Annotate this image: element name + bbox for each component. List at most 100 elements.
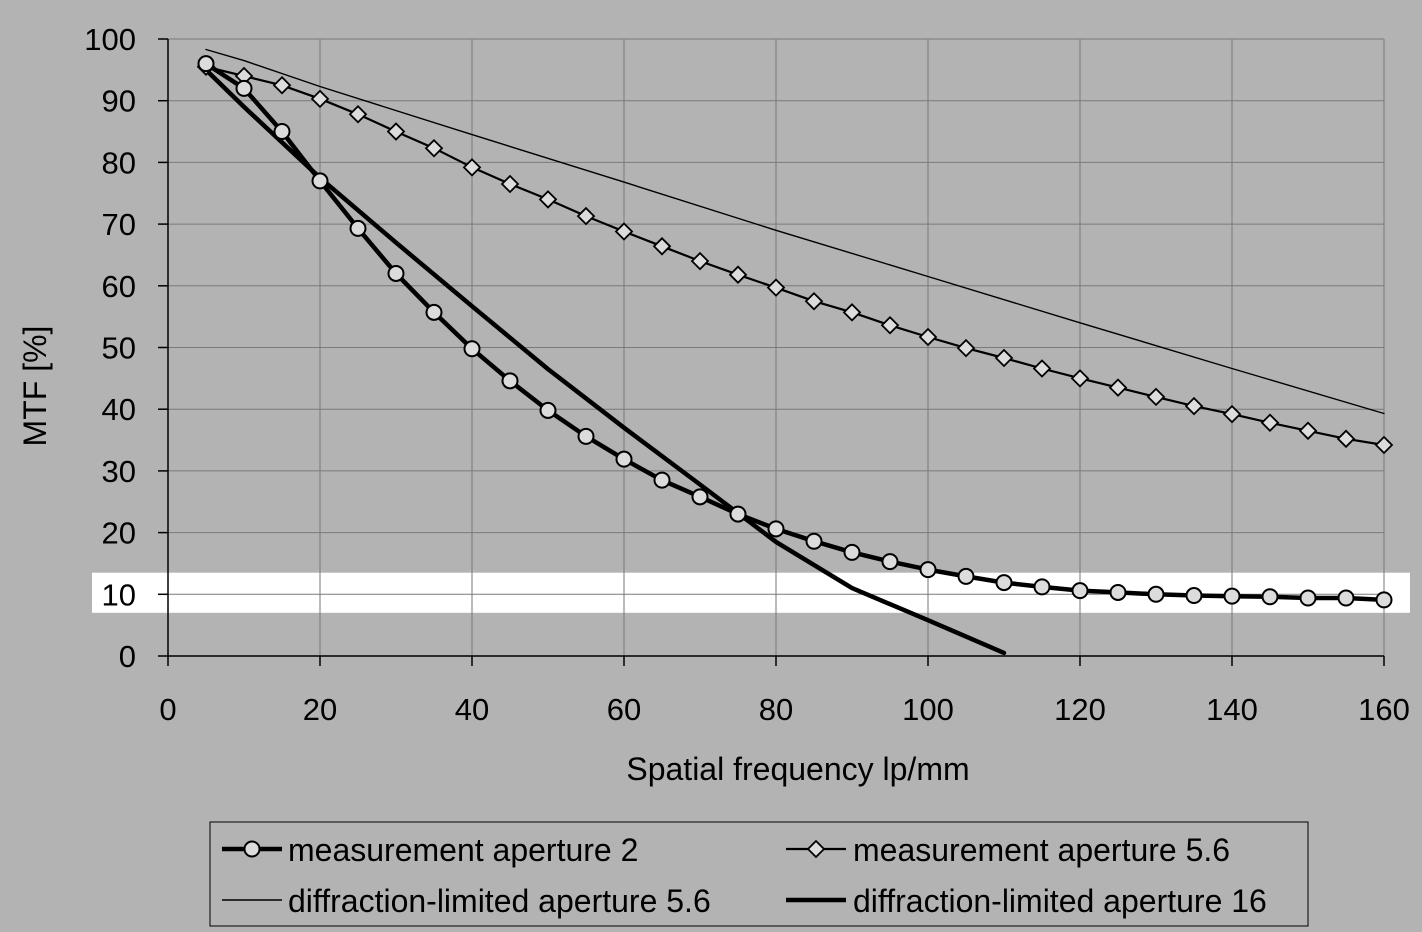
marker-diamond — [576, 206, 596, 226]
legend-label-aperture-5-6: measurement aperture 5.6 — [853, 832, 1230, 868]
marker-diamond — [310, 89, 330, 109]
y-tick-label: 50 — [102, 331, 136, 366]
marker-circle — [1071, 582, 1089, 600]
legend-label-aperture-2: measurement aperture 2 — [288, 832, 638, 868]
marker-circle — [691, 488, 709, 506]
marker-circle — [349, 219, 367, 237]
marker-circle — [1261, 588, 1279, 606]
x-tick-label: 0 — [159, 692, 176, 727]
marker-circle — [1299, 589, 1317, 607]
marker-circle — [197, 55, 215, 73]
marker-diamond — [1146, 387, 1166, 407]
series-1 — [196, 57, 1394, 455]
series-0 — [197, 55, 1393, 609]
series-2 — [205, 48, 1385, 415]
marker-circle — [1337, 589, 1355, 607]
marker-circle — [425, 303, 443, 321]
legend-samples — [222, 839, 846, 903]
marker-diamond — [538, 190, 558, 209]
series-line — [205, 48, 1385, 415]
marker-circle — [1109, 583, 1127, 601]
marker-circle — [995, 574, 1013, 592]
marker-circle — [463, 340, 481, 358]
y-tick-label: 40 — [102, 392, 136, 427]
marker-diamond — [1184, 396, 1204, 416]
marker-diamond — [1032, 359, 1052, 378]
y-tick-label: 0 — [119, 639, 136, 674]
x-tick-label: 120 — [1054, 692, 1106, 727]
legend-label-diffraction-16: diffraction-limited aperture 16 — [853, 883, 1267, 919]
marker-diamond — [462, 158, 482, 177]
marker-diamond — [804, 291, 824, 311]
marker-diamond — [728, 265, 748, 284]
marker-diamond — [386, 122, 406, 141]
marker-circle — [957, 567, 975, 585]
marker-diamond — [994, 348, 1014, 368]
marker-circle — [653, 471, 671, 489]
marker-diamond — [1108, 378, 1128, 397]
marker-diamond — [690, 251, 710, 271]
marker-diamond — [500, 174, 520, 194]
marker-circle — [311, 172, 329, 190]
marker-circle — [577, 427, 595, 445]
marker-circle — [235, 79, 253, 97]
marker-diamond — [424, 138, 444, 158]
marker-circle — [919, 561, 937, 579]
marker-diamond — [806, 839, 826, 859]
marker-diamond — [880, 316, 900, 335]
marker-circle — [805, 532, 823, 550]
marker-circle — [539, 401, 557, 419]
marker-diamond — [1298, 421, 1318, 441]
marker-circle — [615, 450, 633, 468]
y-tick-label: 70 — [102, 207, 136, 242]
marker-circle — [243, 840, 261, 858]
marker-diamond — [614, 222, 634, 241]
highlight-band — [92, 572, 1410, 613]
marker-diamond — [1374, 435, 1394, 455]
x-tick-label: 20 — [303, 692, 337, 727]
marker-circle — [387, 264, 405, 282]
marker-diamond — [1222, 404, 1242, 424]
marker-diamond — [1336, 429, 1356, 449]
legend: measurement aperture 2 measurement apert… — [209, 821, 1309, 927]
series-layer — [196, 48, 1394, 656]
axes — [158, 38, 1385, 666]
y-tick-label: 30 — [102, 454, 136, 489]
y-tick-label: 20 — [102, 516, 136, 551]
tick-labels: 0 10 20 30 40 50 60 70 80 90 100 0 20 40 60 80 100 120 140… — [84, 22, 1410, 727]
marker-circle — [273, 123, 291, 141]
marker-circle — [881, 553, 899, 571]
legend-box — [209, 821, 1309, 927]
x-tick-label: 80 — [759, 692, 793, 727]
x-tick-label: 100 — [902, 692, 954, 727]
marker-diamond — [1260, 413, 1280, 433]
x-tick-label: 160 — [1358, 692, 1410, 727]
marker-circle — [501, 372, 519, 390]
marker-diamond — [956, 338, 976, 358]
x-axis-title: Spatial frequency lp/mm — [626, 751, 969, 787]
marker-diamond — [1070, 369, 1090, 388]
marker-diamond — [766, 278, 786, 297]
marker-diamond — [652, 237, 672, 256]
marker-circle — [1033, 578, 1051, 596]
marker-circle — [1375, 591, 1393, 609]
y-tick-label: 10 — [102, 577, 136, 612]
marker-diamond — [272, 76, 292, 95]
marker-circle — [1223, 587, 1241, 605]
marker-diamond — [918, 327, 938, 347]
x-tick-label: 140 — [1206, 692, 1258, 727]
y-tick-label: 90 — [102, 84, 136, 119]
marker-circle — [843, 543, 861, 561]
y-tick-label: 60 — [102, 269, 136, 304]
legend-label-diffraction-5-6: diffraction-limited aperture 5.6 — [288, 883, 711, 919]
marker-circle — [1147, 585, 1165, 603]
y-axis-title: MTF [%] — [17, 326, 53, 447]
x-tick-label: 60 — [607, 692, 641, 727]
y-tick-label: 80 — [102, 145, 136, 180]
marker-diamond — [842, 303, 862, 322]
x-tick-label: 40 — [455, 692, 489, 727]
marker-circle — [767, 520, 785, 538]
y-tick-label: 100 — [84, 22, 136, 57]
